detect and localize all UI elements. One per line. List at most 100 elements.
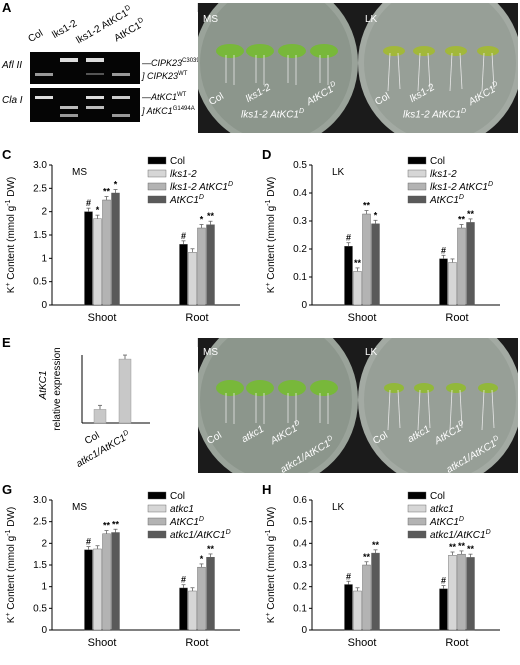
y-label-part: DW) bbox=[6, 177, 17, 200]
gel-cla1 bbox=[30, 88, 140, 122]
band-label-sup: WT bbox=[178, 71, 188, 77]
plate-tag-ms: MS bbox=[203, 14, 218, 25]
legend-swatch bbox=[407, 491, 427, 500]
bar bbox=[188, 252, 197, 306]
bar bbox=[344, 245, 353, 306]
bar bbox=[111, 532, 120, 631]
y-tick-label: 3.0 bbox=[33, 160, 47, 171]
y-tick-label: 1 bbox=[41, 582, 47, 593]
bar bbox=[362, 213, 371, 306]
band-label: —AtKC1WT bbox=[142, 92, 187, 102]
y-tick-label: 0.6 bbox=[293, 495, 307, 506]
y-tick-label: 0.5 bbox=[293, 160, 307, 171]
chart-tag: MS bbox=[72, 502, 87, 513]
panel-label-c: C bbox=[2, 147, 12, 162]
legend-swatch bbox=[147, 491, 167, 500]
bar bbox=[179, 244, 188, 306]
row-label-cla1: Cla I bbox=[2, 95, 23, 106]
plate-tag-lk: LK bbox=[365, 347, 378, 358]
plant-label-text: lks1-2 AtKC1 bbox=[241, 109, 299, 121]
significance-mark: * bbox=[114, 180, 118, 190]
plate-ms-inner bbox=[200, 3, 352, 133]
legend-label-sup: D bbox=[459, 194, 464, 201]
significance-mark: ** bbox=[103, 187, 111, 197]
y-tick-label: 0.1 bbox=[293, 603, 307, 614]
legend-label-text: atkc1/AtKC1 bbox=[430, 530, 486, 541]
bar bbox=[111, 192, 120, 306]
plate-lk-inner bbox=[364, 3, 516, 133]
x-tick-label-sup: D bbox=[122, 429, 130, 438]
bar bbox=[93, 548, 102, 631]
y-tick-label: 0.5 bbox=[293, 517, 307, 528]
bar bbox=[371, 223, 380, 306]
band-label-text: AtKC1 bbox=[146, 106, 173, 116]
y-tick-label: 0.4 bbox=[293, 538, 307, 549]
legend-label: Col bbox=[430, 156, 445, 167]
band bbox=[86, 58, 104, 62]
y-tick-label: 0.2 bbox=[293, 244, 307, 255]
band-label-text: AtKC1 bbox=[151, 92, 178, 102]
y-axis-label-gene: AtKC1 bbox=[38, 371, 49, 401]
panel-label-d: D bbox=[262, 147, 272, 162]
band-label: ] CIPK23WT bbox=[142, 71, 188, 81]
legend-label-text: lks1-2 AtKC1 bbox=[430, 182, 488, 193]
seedlings-lk bbox=[384, 383, 498, 393]
legend-label: atkc1 bbox=[430, 504, 454, 515]
plate-tag-ms: MS bbox=[203, 347, 218, 358]
band bbox=[86, 96, 104, 99]
y-label-sup: -1 bbox=[5, 529, 12, 535]
legend-swatch bbox=[147, 182, 167, 191]
y-label-sup: + bbox=[265, 612, 272, 616]
y-tick-label: 0 bbox=[301, 625, 307, 636]
panel-d: D 0 0.1 0.2 0.3 0.4 0.5 K+ Content (mmol g-1 D… bbox=[260, 145, 520, 335]
gel-afl2 bbox=[30, 52, 140, 84]
plate-lk-inner bbox=[364, 338, 516, 473]
bar bbox=[439, 588, 448, 631]
significance-mark: * bbox=[374, 210, 378, 220]
legend-label-text: lks1-2 bbox=[430, 169, 457, 180]
panel-label-a: A bbox=[2, 0, 12, 15]
legend-label-text: Col bbox=[170, 156, 185, 167]
legend-swatch bbox=[407, 195, 427, 204]
plant-label: lks1-2 AtKC1D bbox=[403, 108, 466, 120]
y-label-part: Content (mmol g bbox=[266, 536, 277, 613]
band-label-sup: WT bbox=[177, 92, 187, 98]
chart-tag: LK bbox=[332, 167, 345, 178]
bar bbox=[448, 555, 457, 631]
panel-a: A Col lks1-2 lks1-2 AtKC1D AtKC1D Afl II… bbox=[0, 0, 203, 135]
y-label-part: DW) bbox=[266, 177, 277, 200]
y-tick-label: 1.5 bbox=[33, 560, 47, 571]
y-tick-label: 0 bbox=[41, 300, 47, 311]
band bbox=[86, 106, 104, 109]
legend-label-text: atkc1/AtKC1 bbox=[170, 530, 226, 541]
significance-mark: # bbox=[181, 231, 186, 241]
legend-swatch bbox=[147, 195, 167, 204]
bar bbox=[457, 553, 466, 631]
y-label-part: Content (mmol g bbox=[6, 536, 17, 613]
legend-label-text: AtKC1 bbox=[429, 517, 459, 528]
significance-mark: * bbox=[200, 554, 204, 564]
legend-label-text: AtKC1 bbox=[429, 195, 459, 206]
y-label-part: DW) bbox=[6, 507, 17, 530]
band-label-text: CIPK23 bbox=[151, 58, 183, 68]
y-tick-label: 2 bbox=[41, 538, 47, 549]
legend-swatch bbox=[407, 530, 427, 539]
y-label-sup: + bbox=[265, 282, 272, 286]
y-axis-label: K+ Content (mmol g-1 DW) bbox=[5, 507, 17, 623]
y-tick-label: 2 bbox=[41, 207, 47, 218]
y-label-part: Content (mmol g bbox=[266, 206, 277, 283]
legend-label: AtKC1D bbox=[169, 516, 204, 528]
significance-mark: ** bbox=[467, 544, 475, 554]
band-label: ] AtKC1G1494A bbox=[142, 106, 195, 116]
y-axis-label: relative expression bbox=[52, 347, 63, 430]
panel-label-g: G bbox=[2, 482, 13, 497]
bar bbox=[118, 358, 132, 424]
band bbox=[60, 106, 78, 109]
significance-mark: * bbox=[96, 205, 100, 215]
bar bbox=[353, 271, 362, 306]
significance-mark: ** bbox=[467, 209, 475, 219]
row-label-afl2: Afl II bbox=[2, 60, 23, 71]
bar bbox=[84, 211, 93, 306]
chart-h: 0 0.1 0.2 0.3 0.4 0.5 0.6 K+ Content (mmol g-1 … bbox=[265, 491, 500, 649]
band-label-sup: G1494A bbox=[172, 106, 195, 112]
